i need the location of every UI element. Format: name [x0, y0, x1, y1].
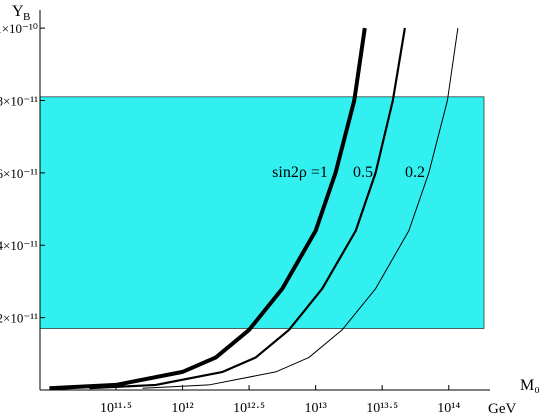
x-tick-label: 10¹² — [171, 401, 193, 416]
x-tick-label: 10¹⁴ — [437, 401, 460, 416]
y-axis-label-sub: B — [23, 11, 30, 23]
y-axis-label: Y — [12, 3, 24, 20]
y-tick-label: 1×10⁻¹⁰ — [0, 21, 38, 36]
x-axis-unit: GeV — [488, 401, 516, 416]
x-tick-label: 10¹³ — [304, 401, 326, 416]
band-layer — [39, 96, 485, 329]
curve — [142, 28, 459, 389]
series-label: 0.2 — [405, 164, 425, 181]
series-label: sin2ρ =1 — [272, 164, 328, 181]
y-tick-label: 6×10⁻¹¹ — [0, 166, 38, 181]
y-tick-label: 4×10⁻¹¹ — [0, 238, 38, 253]
y-tick-label: 8×10⁻¹¹ — [0, 93, 38, 108]
y-tick-label: 2×10⁻¹¹ — [0, 311, 38, 326]
x-axis-label: M₀ — [520, 377, 540, 394]
curve — [89, 27, 406, 390]
x-tick-label: 10¹³·⁵ — [366, 401, 398, 416]
x-tick-label: 10¹²·⁵ — [233, 401, 265, 416]
curve — [49, 27, 367, 391]
plot-layer — [49, 27, 459, 391]
band — [39, 96, 485, 329]
series-label: 0.5 — [353, 164, 373, 181]
x-tick-label: 10¹¹·⁵ — [100, 401, 132, 416]
